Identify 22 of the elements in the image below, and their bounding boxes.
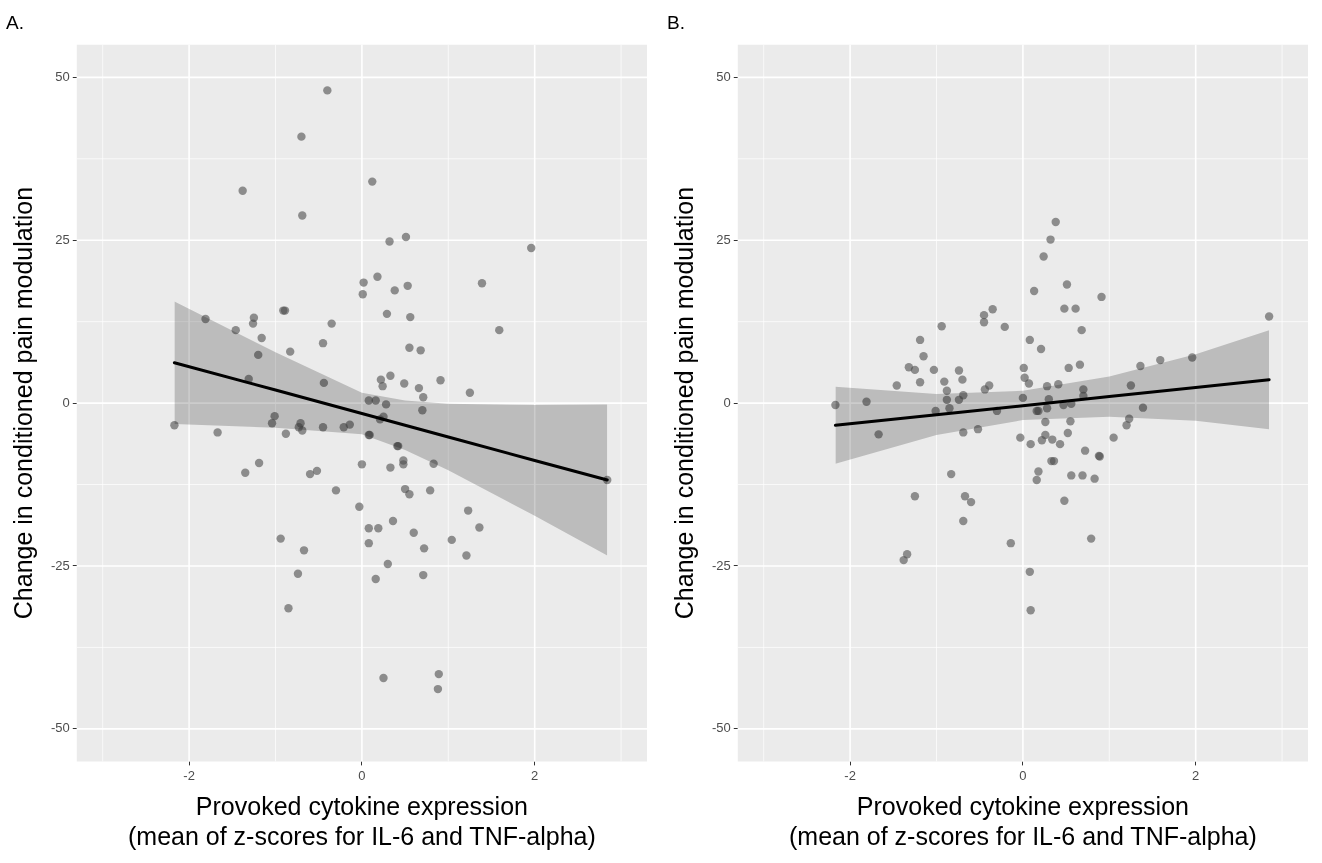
x-axis-title: Provoked cytokine expression (mean of z-scores for IL-6 and TNF-alpha) [789, 791, 1257, 850]
y-tick-label: 25 [716, 231, 731, 247]
y-tick-label: 0 [62, 394, 70, 410]
y-tick-label: 25 [55, 231, 70, 247]
x-tick-label: -2 [844, 767, 856, 783]
x-tick-label: 0 [358, 767, 366, 783]
x-axis-title: Provoked cytokine expression (mean of z-scores for IL-6 and TNF-alpha) [128, 791, 596, 850]
y-tick-label: 0 [723, 394, 731, 410]
y-axis-title: Change in conditioned pain modulation [8, 186, 37, 620]
y-tick-label: -50 [50, 720, 70, 736]
y-axis-title: Change in conditioned pain modulation [669, 186, 698, 620]
y-tick-label: 50 [716, 68, 731, 84]
chart-title: B. [667, 11, 685, 33]
y-tick-label: -50 [711, 720, 731, 736]
y-tick-label: 50 [55, 68, 70, 84]
x-tick-label: 2 [531, 767, 539, 783]
x-tick-label: 2 [1192, 767, 1200, 783]
y-tick-label: -25 [50, 557, 70, 573]
x-tick-label: -2 [183, 767, 195, 783]
x-tick-label: 0 [1019, 767, 1027, 783]
chart-title: A. [6, 11, 24, 33]
y-tick-label: -25 [711, 557, 731, 573]
